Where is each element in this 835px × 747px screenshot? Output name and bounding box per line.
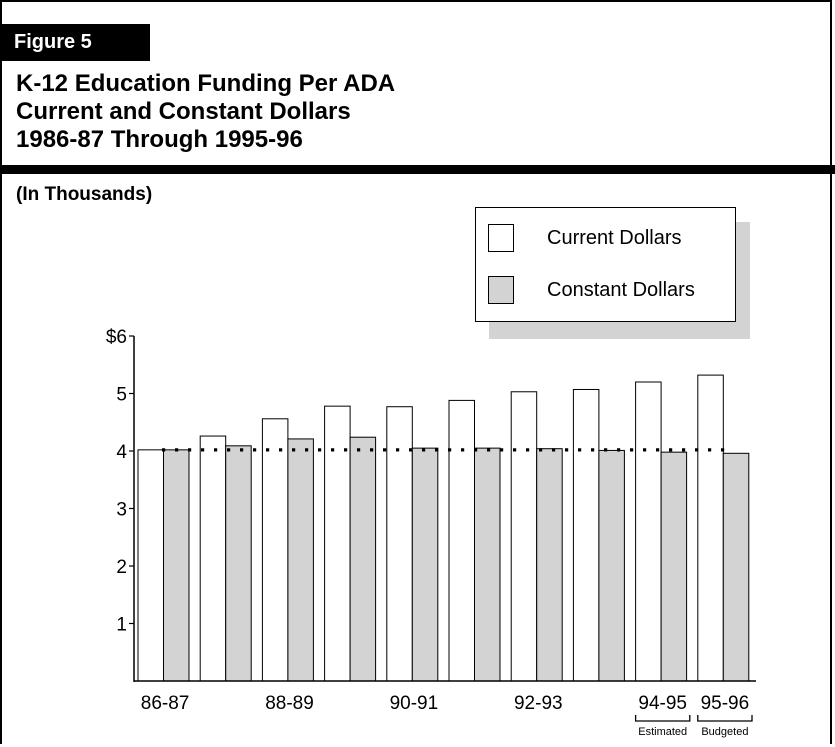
x-tick-label-86-87: 86-87 [141,693,190,714]
y-tick-label-2: 2 [116,557,127,578]
y-tick-label-1: 1 [116,615,127,636]
bracket-label-budgeted: Budgeted [701,726,748,738]
legend-swatch-current [488,224,514,252]
bar-current-93-94 [573,389,599,681]
legend-item-constant: Constant Dollars [488,275,695,305]
x-tick-label-92-93: 92-93 [514,693,563,714]
bar-current-89-90 [325,406,351,681]
bar-constant-95-96 [723,453,749,681]
bar-current-94-95 [636,382,662,681]
x-tick-label-95-96: 95-96 [701,693,750,714]
legend-label-current: Current Dollars [547,227,681,250]
bar-current-88-89 [262,419,288,681]
x-tick-label-94-95: 94-95 [638,693,687,714]
bracket-95-96 [698,715,752,721]
bar-constant-91-92 [475,448,501,681]
bracket-94-95 [636,715,690,721]
bar-constant-92-93 [537,449,563,681]
y-tick-label-5: 5 [116,385,127,406]
bar-current-92-93 [511,392,537,681]
bar-current-86-87 [138,450,164,681]
legend-label-constant: Constant Dollars [547,279,695,302]
bracket-label-estimated: Estimated [638,726,687,738]
legend-item-current: Current Dollars [488,223,681,253]
bar-current-95-96 [698,375,724,681]
bar-current-91-92 [449,400,475,681]
bar-constant-90-91 [412,448,438,681]
bar-constant-94-95 [661,452,687,681]
bar-current-87-88 [200,436,226,681]
y-tick-label-6: $6 [106,327,127,348]
bar-constant-89-90 [350,437,376,681]
legend-swatch-constant [488,276,514,304]
bar-constant-87-88 [226,446,252,681]
bar-constant-88-89 [288,439,314,681]
y-tick-label-3: 3 [116,500,127,521]
bar-constant-86-87 [164,450,190,681]
y-tick-label-4: 4 [116,442,127,463]
x-tick-label-88-89: 88-89 [265,693,314,714]
x-tick-label-90-91: 90-91 [390,693,439,714]
legend: Current Dollars Constant Dollars [475,207,736,322]
bar-current-90-91 [387,407,413,681]
bar-constant-93-94 [599,450,625,681]
